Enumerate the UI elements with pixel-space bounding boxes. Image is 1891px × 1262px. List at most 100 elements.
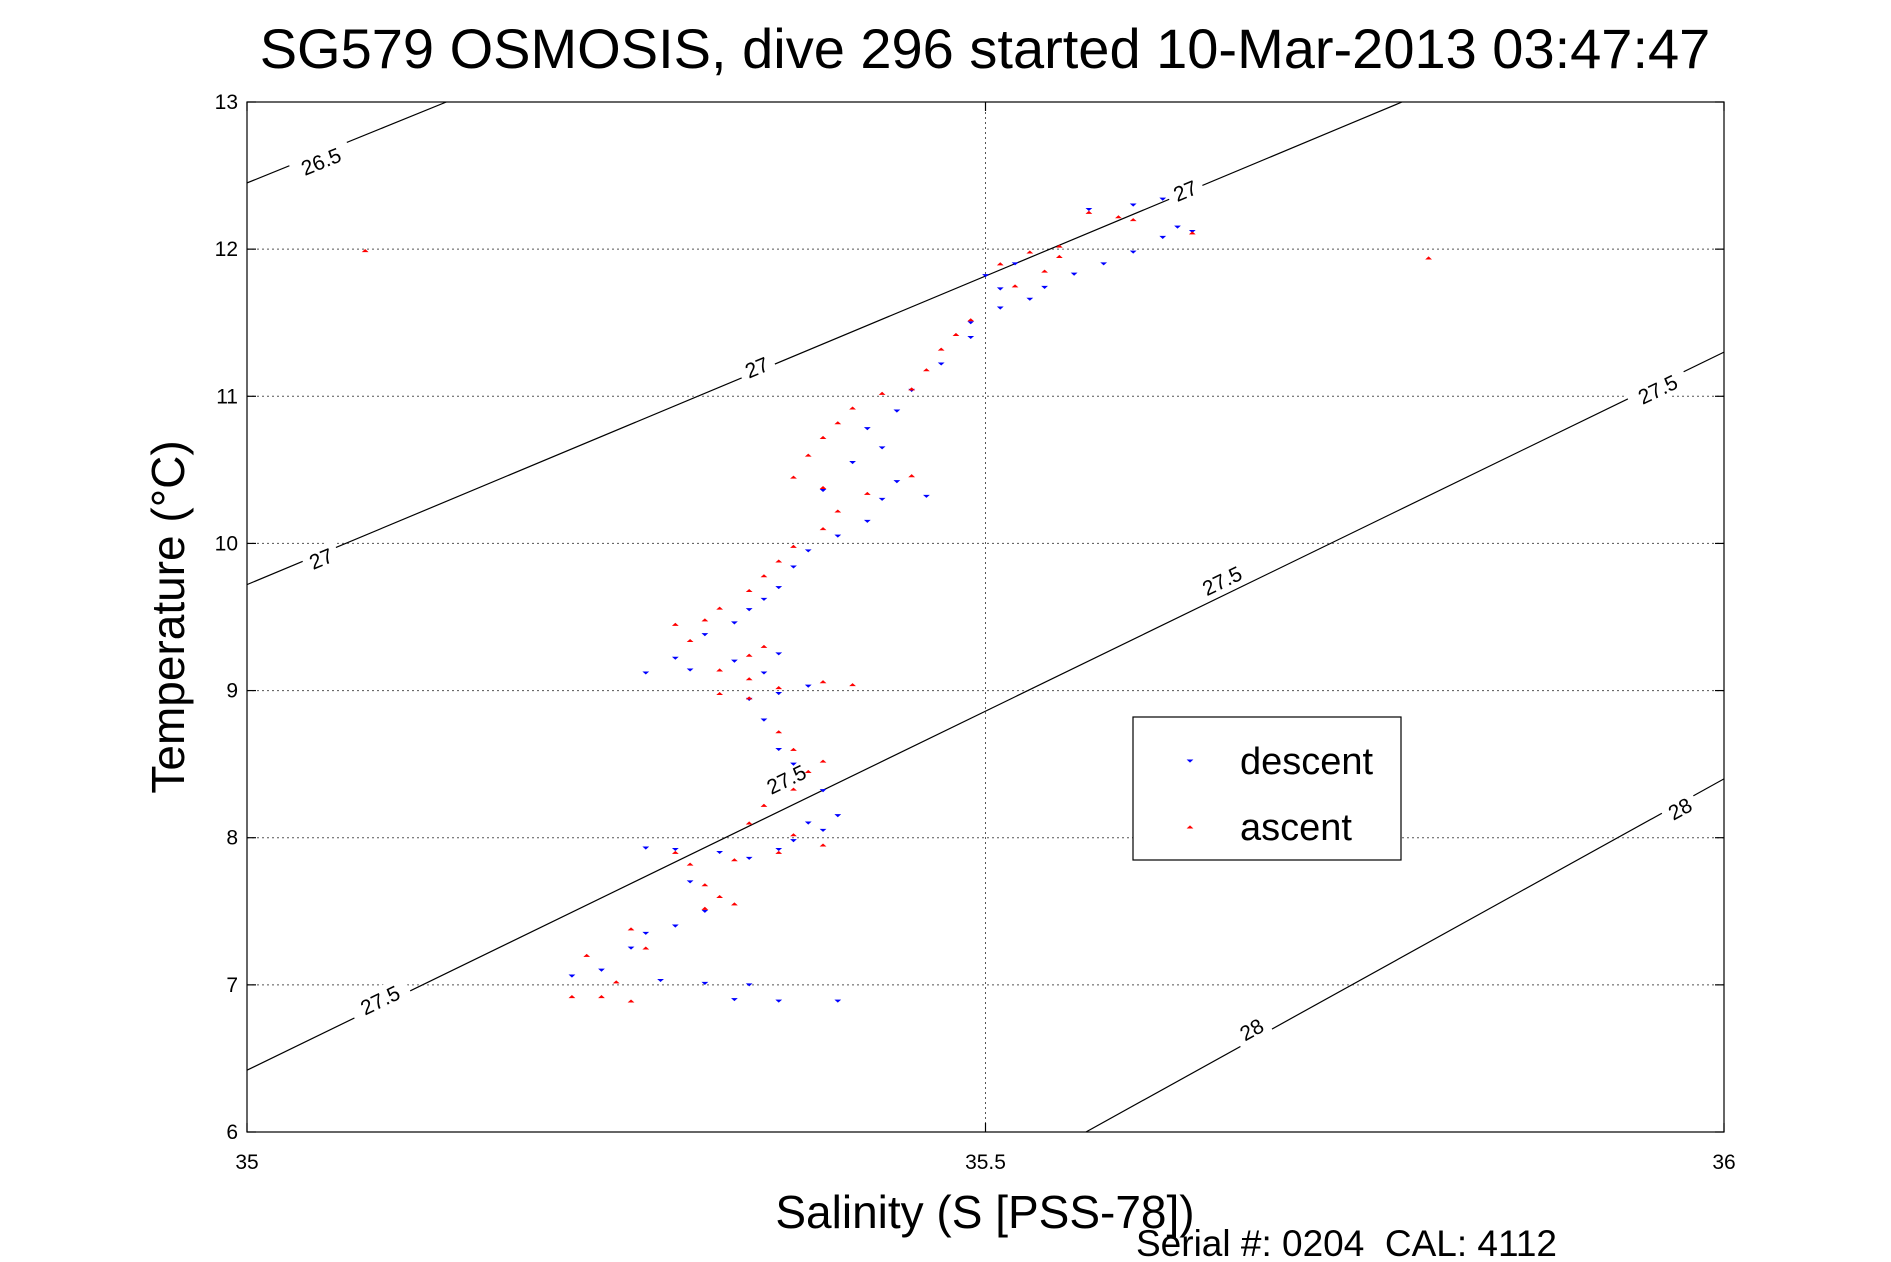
x-tick-label: 36 — [1712, 1151, 1735, 1174]
descent-point — [1174, 225, 1181, 229]
ascent-point — [1425, 256, 1432, 260]
descent-point — [878, 446, 886, 450]
ascent-point — [701, 883, 709, 887]
descent-point — [775, 848, 783, 852]
y-tick-label: 13 — [215, 91, 238, 114]
ascent-point — [863, 491, 871, 495]
ascent-point — [627, 999, 635, 1003]
descent-point — [775, 999, 783, 1003]
descent-point — [804, 821, 812, 825]
y-tick-label: 9 — [226, 680, 238, 703]
descent-point — [1159, 197, 1167, 201]
ascent-point — [716, 606, 724, 610]
ascent-point — [701, 618, 709, 622]
descent-point — [923, 494, 930, 498]
descent-point — [642, 931, 650, 935]
descent-point — [731, 998, 738, 1002]
y-axis-label: Temperature (°C) — [142, 440, 194, 793]
descent-point — [790, 839, 797, 843]
descent-point — [760, 718, 768, 722]
descent-point — [686, 880, 694, 884]
ascent-point — [790, 787, 797, 791]
descent-point — [967, 321, 975, 325]
descent-point — [731, 659, 738, 663]
ascent-point — [967, 318, 975, 322]
descent-point — [716, 850, 724, 855]
descent-point — [745, 608, 753, 612]
descent-point — [1070, 272, 1078, 276]
descent-point — [775, 652, 783, 656]
ascent-point — [760, 803, 768, 807]
legend-label-ascent: ascent — [1240, 807, 1352, 849]
descent-point — [775, 692, 783, 696]
descent-point — [996, 306, 1004, 310]
isopycnal-line — [247, 351, 1724, 1071]
descent-point — [775, 747, 783, 752]
ascent-point — [849, 406, 856, 410]
ascent-point — [819, 485, 827, 489]
descent-point — [1100, 262, 1108, 266]
descent-point — [863, 519, 871, 523]
ascent-point — [627, 927, 635, 931]
descent-point — [819, 488, 827, 493]
ascent-point — [568, 995, 576, 999]
ascent-point — [716, 668, 724, 672]
axis-ticks: 6 7 8 9 10 11 12 13 35 35.5 36 — [215, 91, 1736, 1174]
y-tick-label: 10 — [215, 532, 238, 555]
y-tick-label: 8 — [226, 827, 238, 850]
ascent-point — [908, 474, 916, 478]
ascent-point — [790, 544, 797, 548]
ascent-point — [878, 391, 886, 395]
descent-point — [790, 565, 797, 569]
legend-marker-descent — [1186, 759, 1194, 763]
descent-point — [849, 461, 856, 465]
ascent-point — [1188, 231, 1196, 235]
ascent-point — [804, 453, 812, 457]
ascent-point — [819, 759, 827, 763]
ascent-point — [361, 249, 369, 253]
descent-point — [967, 335, 975, 340]
ascent-point — [1085, 210, 1093, 214]
ascent-point — [834, 509, 842, 513]
descent-point — [627, 946, 635, 950]
descent-point — [790, 762, 797, 766]
ascent-point — [671, 622, 679, 626]
descent-point — [1129, 250, 1137, 254]
y-tick-label: 7 — [226, 974, 238, 997]
ascent-point — [775, 850, 783, 854]
descent-point — [568, 974, 576, 978]
ascent-point — [819, 680, 827, 684]
legend-marker-ascent — [1186, 825, 1194, 829]
descent-point — [598, 968, 605, 972]
descent-point — [893, 409, 901, 413]
ascent-point — [937, 347, 945, 351]
descent-point — [686, 668, 694, 672]
ascent-point — [745, 653, 753, 657]
chart-title: SG579 OSMOSIS, dive 296 started 10-Mar-2… — [260, 17, 1711, 80]
descent-point — [642, 846, 650, 850]
x-tick-label: 35 — [235, 1151, 258, 1174]
y-tick-label: 12 — [215, 238, 238, 261]
ascent-point — [745, 677, 753, 681]
ascent-point — [716, 894, 724, 899]
ascent-point — [819, 435, 827, 439]
descent-point — [1041, 285, 1048, 289]
ascent-point — [1026, 250, 1034, 254]
descent-point — [701, 633, 709, 637]
ascent-point — [671, 850, 679, 854]
descent-point — [701, 909, 709, 913]
legend-label-descent: descent — [1240, 741, 1374, 783]
ascent-point — [790, 475, 797, 479]
descent-point — [937, 362, 945, 366]
ascent-point — [642, 946, 650, 950]
ascent-point — [731, 902, 738, 906]
descent-point — [804, 549, 812, 553]
ascent-point — [804, 769, 812, 773]
ascent-point — [775, 686, 783, 690]
ascent-point — [849, 683, 856, 687]
ascent-point — [701, 906, 709, 910]
y-tick-label: 6 — [226, 1121, 238, 1144]
ascent-point — [775, 730, 783, 734]
ascent-point — [775, 559, 783, 563]
ascent-point — [1129, 218, 1137, 222]
